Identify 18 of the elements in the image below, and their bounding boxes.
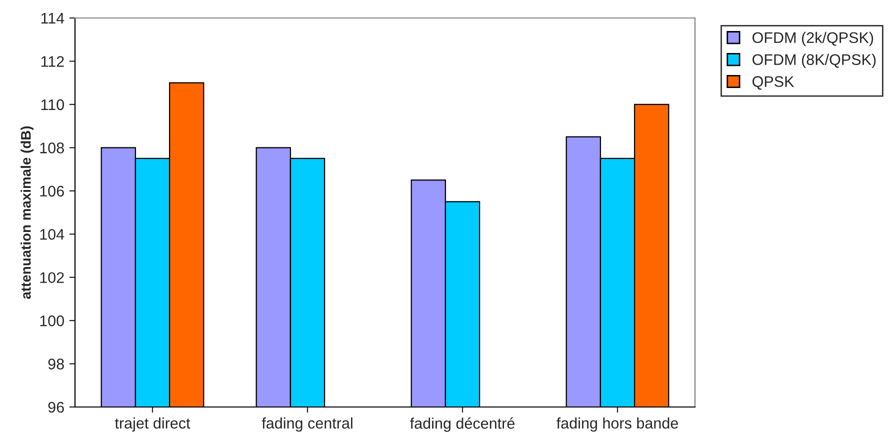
x-tick-label: fading hors bande xyxy=(556,417,678,432)
y-tick-label: 96 xyxy=(48,402,64,413)
x-tick-label: fading décentré xyxy=(410,417,514,432)
y-tick-label: 102 xyxy=(40,272,64,284)
y-tick-label: 98 xyxy=(48,358,64,370)
y-tick-label: 108 xyxy=(40,142,64,154)
legend-label: OFDM (8K/QPSK) xyxy=(752,54,876,68)
y-tick-label: 106 xyxy=(40,186,64,197)
y-tick-label: 100 xyxy=(40,315,64,326)
y-tick-label: 110 xyxy=(41,99,64,110)
legend-label: QPSK xyxy=(752,76,794,90)
legend-label: OFDM (2k/QPSK) xyxy=(752,32,874,46)
x-tick-label: trajet direct xyxy=(114,417,190,432)
y-tick-label: 104 xyxy=(40,228,64,240)
y-tick-label: 112 xyxy=(41,56,64,67)
y-axis-title: attenuation maximale (dB) xyxy=(20,126,34,299)
y-tick-label: 114 xyxy=(41,13,64,24)
x-tick-label: fading central xyxy=(262,417,352,432)
